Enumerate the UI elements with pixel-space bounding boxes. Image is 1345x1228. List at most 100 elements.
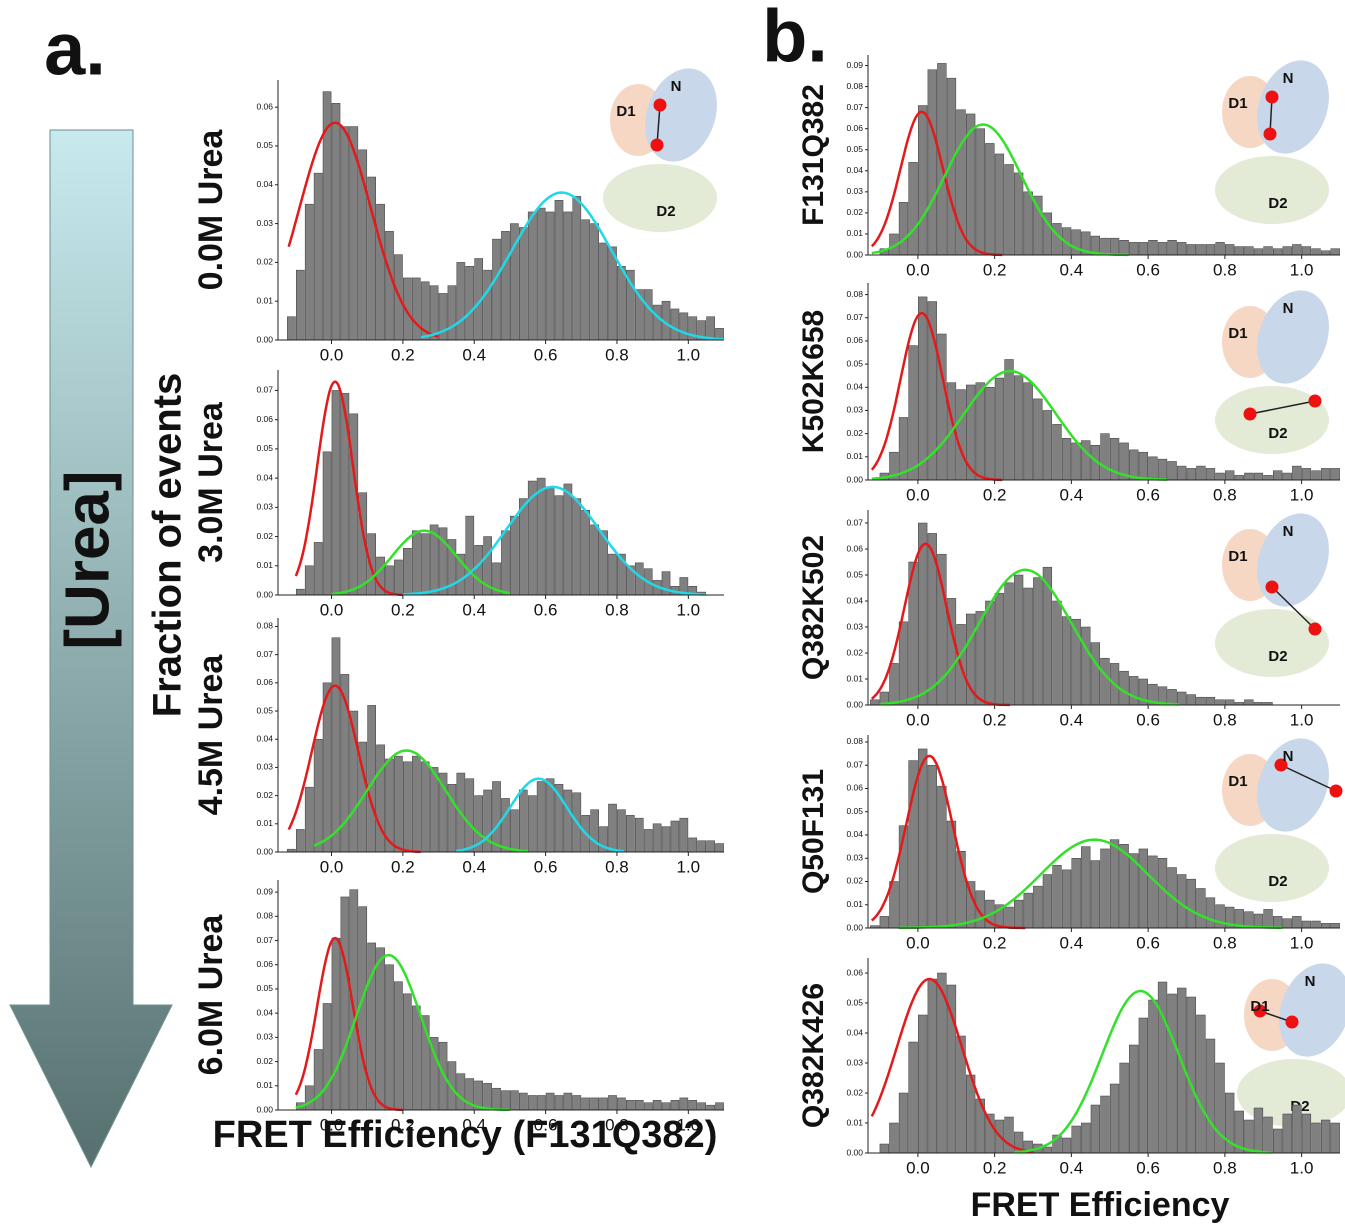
bar <box>1023 892 1033 929</box>
bar <box>527 211 537 341</box>
bar <box>1272 248 1283 256</box>
bar <box>1033 885 1043 929</box>
bar <box>474 545 484 596</box>
y-tick-label: 0.07 <box>256 649 273 659</box>
y-tick-label: 0.00 <box>256 846 273 856</box>
bar <box>706 1104 715 1111</box>
y-tick-label: 0.01 <box>846 899 863 909</box>
inset-label: N <box>1283 70 1294 87</box>
bar <box>617 1097 626 1111</box>
bar <box>1013 172 1024 256</box>
bar <box>572 498 582 596</box>
bar <box>1244 699 1254 706</box>
bar <box>331 937 341 1111</box>
bar <box>1186 694 1196 706</box>
bar <box>492 1087 501 1111</box>
x-tick-label: 0.8 <box>605 857 629 876</box>
bar <box>322 451 332 596</box>
y-tick-label: 0.03 <box>256 218 273 228</box>
bar <box>985 143 995 256</box>
dye-dot <box>1329 784 1343 798</box>
x-tick-label: 0.6 <box>1136 933 1160 952</box>
arrow-label: [Urea] <box>53 470 122 649</box>
bar <box>590 223 599 341</box>
bar <box>340 126 350 341</box>
x-tick-label: 0.2 <box>391 345 415 364</box>
x-tick-label: 0.6 <box>534 600 558 619</box>
bar <box>870 699 880 706</box>
y-tick-label: 0.01 <box>846 673 863 683</box>
bar <box>313 542 323 596</box>
x-tick-label: 0.4 <box>1060 710 1084 729</box>
panel-title: Q50F131 <box>797 769 830 894</box>
bar <box>1013 375 1024 481</box>
bar <box>679 312 689 341</box>
y-tick-label: 0.02 <box>846 876 863 886</box>
urea-arrow <box>9 129 173 1169</box>
bar <box>1119 844 1129 929</box>
bar <box>1196 696 1206 706</box>
bar <box>1023 587 1033 706</box>
bar <box>643 289 653 341</box>
bar <box>581 1097 591 1111</box>
y-tick-label: 0.03 <box>846 621 863 631</box>
bar <box>1205 696 1216 706</box>
y-axis-label: Fraction of events <box>146 373 190 718</box>
bar <box>652 304 662 341</box>
bar <box>590 1097 599 1111</box>
bar <box>1157 242 1168 256</box>
bar <box>918 748 928 929</box>
y-tick-label: 0.04 <box>256 472 273 482</box>
bar <box>1282 918 1292 929</box>
bar <box>518 789 528 853</box>
x-tick-label: 0.6 <box>1136 485 1160 504</box>
bar <box>1100 657 1110 706</box>
bar <box>634 1100 644 1111</box>
bar <box>1186 244 1196 256</box>
bar <box>688 837 698 853</box>
bar <box>1071 229 1081 256</box>
bar <box>670 308 680 341</box>
y-tick-label: 0.06 <box>256 414 273 424</box>
bar <box>1148 855 1158 929</box>
bar <box>1061 869 1072 929</box>
x-axis-label: FRET Efficiency (F131Q382) <box>213 1114 718 1156</box>
domain-n <box>1257 513 1329 607</box>
bar <box>554 495 564 596</box>
inset-label: D1 <box>1228 325 1247 342</box>
bar <box>1004 1116 1014 1154</box>
bar <box>1225 699 1235 706</box>
bar <box>420 533 430 596</box>
bar <box>1292 1104 1302 1154</box>
x-tick-label: 0.8 <box>605 345 629 364</box>
bar <box>510 809 519 853</box>
bar <box>1244 472 1254 481</box>
bar <box>394 981 403 1111</box>
bar <box>975 128 985 256</box>
bar <box>1320 1119 1331 1154</box>
bar <box>1215 472 1225 481</box>
fit-curve <box>402 485 707 596</box>
fit-curve <box>287 684 421 854</box>
bar <box>985 600 995 706</box>
bar <box>661 826 671 853</box>
y-tick-label: 0.02 <box>256 1056 273 1066</box>
bar <box>1301 468 1312 481</box>
bar <box>518 1092 528 1111</box>
bar <box>1320 468 1331 481</box>
bar <box>626 815 635 853</box>
x-tick-label: 0.0 <box>320 857 344 876</box>
bar <box>956 109 966 256</box>
bar <box>1004 164 1014 256</box>
y-tick-label: 0.05 <box>846 806 863 816</box>
bar <box>1090 860 1101 929</box>
bar <box>1081 846 1091 929</box>
bar <box>429 767 439 853</box>
fit-curve <box>870 311 1003 482</box>
bar <box>1301 1113 1312 1154</box>
bar <box>1033 195 1043 256</box>
bar <box>1196 244 1206 256</box>
bar <box>590 809 599 853</box>
y-tick-label: 0.07 <box>846 312 863 322</box>
bar <box>367 533 376 596</box>
